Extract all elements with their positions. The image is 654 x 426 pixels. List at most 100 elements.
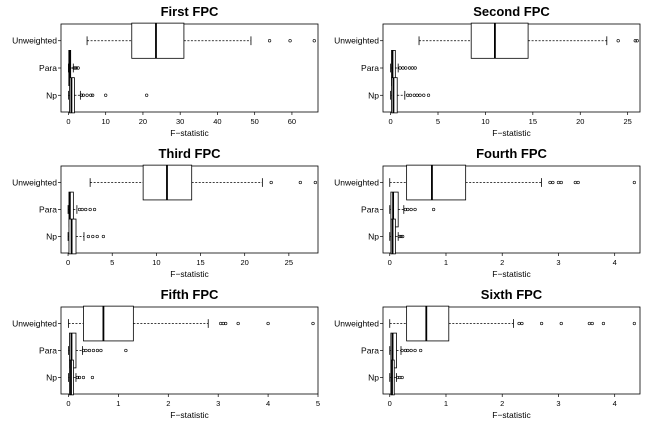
x-tick-label: 15 <box>529 117 537 126</box>
outlier-point <box>407 66 412 70</box>
x-axis-label: F−statistic <box>492 269 531 279</box>
x-tick-label: 0 <box>388 258 392 267</box>
x-axis-label: F−statistic <box>170 269 209 279</box>
x-axis-label: F−statistic <box>492 410 531 420</box>
panel-title: Sixth FPC <box>481 287 543 302</box>
outlier-point <box>313 180 317 185</box>
outlier-point <box>559 321 563 326</box>
outlier-point <box>398 375 402 380</box>
panel-title: Third FPC <box>158 146 221 161</box>
x-tick-label: 20 <box>241 258 249 267</box>
boxplot-unweighted <box>89 164 317 201</box>
outlier-point <box>76 66 80 70</box>
x-tick-label: 20 <box>576 117 584 126</box>
outlier-point <box>145 93 149 97</box>
outlier-point <box>396 375 400 380</box>
outlier-point <box>79 93 84 97</box>
panel-6: Sixth FPC Unweighted Para Np 0 1 2 3 4 F−statisti… <box>334 287 641 420</box>
outlier-point <box>104 93 108 97</box>
boxplot-np <box>68 77 149 114</box>
outlier-point <box>551 180 555 185</box>
boxplot-np <box>389 359 404 396</box>
outlier-point <box>412 93 416 97</box>
panel-4: Fourth FPC Unweighted Para Np 0 1 2 3 4 F−statist… <box>334 146 641 279</box>
outlier-point <box>401 234 405 239</box>
boxplot-np <box>68 359 95 396</box>
outlier-point <box>75 375 80 380</box>
x-tick-label: 10 <box>102 117 110 126</box>
outlier-point <box>81 375 86 380</box>
outlier-point <box>601 321 606 326</box>
x-axis-label: F−statistic <box>170 410 209 420</box>
outlier-point <box>266 321 270 326</box>
x-tick-label: 5 <box>316 399 320 408</box>
outlier-point <box>401 66 405 70</box>
iqr-box <box>406 164 467 201</box>
outlier-point <box>632 321 636 326</box>
outlier-point <box>413 66 417 70</box>
panel-5: Fifth FPC Unweighted Para Np 0 1 2 3 4 5 F−statist… <box>12 287 320 420</box>
outlier-point <box>84 348 88 353</box>
x-tick-label: 50 <box>251 117 259 126</box>
category-label: Unweighted <box>334 36 379 46</box>
outlier-point <box>403 348 408 353</box>
category-label: Np <box>368 90 379 100</box>
outlier-point <box>99 348 103 353</box>
outlier-point <box>548 180 552 185</box>
x-tick-label: 40 <box>213 117 221 126</box>
outlier-point <box>590 321 594 326</box>
panel-title: Fifth FPC <box>161 287 219 302</box>
x-tick-label: 30 <box>176 117 184 126</box>
category-label: Para <box>361 346 379 356</box>
outlier-point <box>91 234 95 239</box>
x-tick-label: 1 <box>444 258 448 267</box>
outlier-point <box>415 93 419 97</box>
x-tick-label: 3 <box>216 399 220 408</box>
x-tick-label: 25 <box>623 117 631 126</box>
category-label: Para <box>39 205 57 215</box>
outlier-point <box>404 66 408 70</box>
outlier-point <box>397 234 401 239</box>
panel-3: Third FPC Unweighted Para Np 0 5 10 15 20 25 F−sta… <box>12 146 319 279</box>
category-label: Unweighted <box>12 319 57 329</box>
outlier-point <box>632 180 636 185</box>
outlier-point <box>517 321 521 326</box>
boxplot-unweighted <box>389 164 636 201</box>
x-tick-label: 5 <box>110 258 114 267</box>
x-tick-label: 1 <box>444 399 448 408</box>
outlier-point <box>89 93 93 97</box>
outlier-point <box>539 321 544 326</box>
outlier-point <box>288 39 292 43</box>
x-tick-label: 0 <box>389 117 393 126</box>
iqr-box <box>470 22 529 59</box>
outlier-point <box>418 93 422 97</box>
x-tick-label: 4 <box>613 258 617 267</box>
outlier-point <box>91 93 95 97</box>
iqr-box <box>391 77 398 114</box>
x-tick-label: 0 <box>66 258 70 267</box>
outlier-point <box>312 39 316 43</box>
x-tick-label: 20 <box>139 117 147 126</box>
boxplot-np <box>389 218 405 255</box>
outlier-point <box>406 348 410 353</box>
outlier-point <box>73 66 77 70</box>
outlier-point <box>77 207 82 212</box>
plot-frame <box>60 23 319 113</box>
x-tick-label: 3 <box>556 399 560 408</box>
panel-title: First FPC <box>161 4 219 19</box>
outlier-point <box>95 348 100 353</box>
x-tick-label: 25 <box>285 258 293 267</box>
panel-title: Second FPC <box>473 4 550 19</box>
outlier-point <box>403 207 408 212</box>
boxplot-unweighted <box>86 22 316 59</box>
outlier-point <box>408 93 413 97</box>
outlier-point <box>406 207 410 212</box>
x-tick-label: 60 <box>288 117 296 126</box>
category-label: Para <box>39 63 57 73</box>
outlier-point <box>74 66 78 70</box>
outlier-point <box>422 93 426 97</box>
outlier-point <box>406 93 410 97</box>
x-tick-label: 0 <box>388 399 392 408</box>
iqr-box <box>131 22 185 59</box>
